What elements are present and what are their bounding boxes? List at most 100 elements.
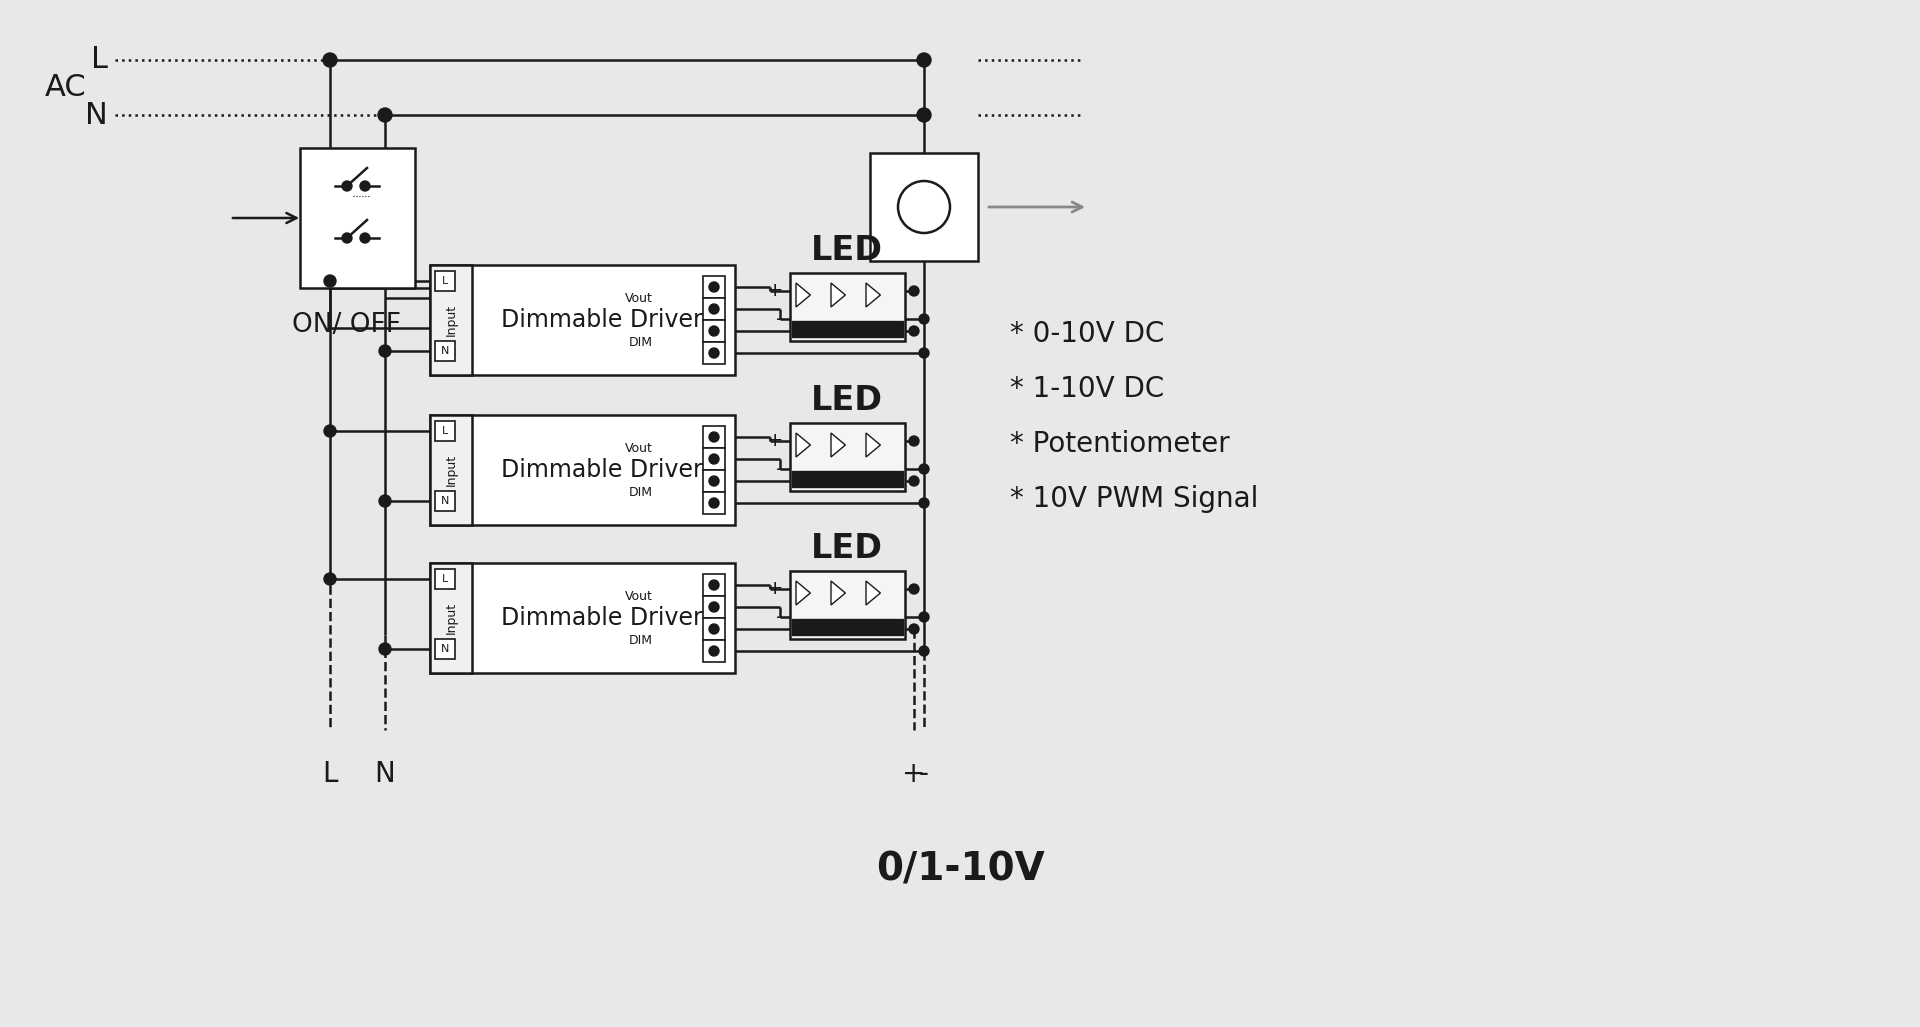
Polygon shape — [797, 581, 810, 605]
Text: DIM: DIM — [630, 486, 653, 498]
Circle shape — [908, 436, 920, 446]
Circle shape — [324, 275, 336, 287]
Text: -: - — [712, 645, 716, 657]
Circle shape — [920, 646, 929, 656]
Text: +: + — [708, 280, 720, 294]
Text: N: N — [442, 496, 449, 506]
Bar — [430, 415, 735, 525]
Text: N: N — [84, 101, 108, 129]
Circle shape — [378, 643, 392, 655]
Circle shape — [908, 326, 920, 336]
Text: Input: Input — [445, 454, 457, 486]
Text: +: + — [766, 281, 783, 301]
Text: Vout: Vout — [626, 589, 653, 603]
Circle shape — [908, 584, 920, 594]
Text: Dimmable Driver: Dimmable Driver — [501, 308, 703, 332]
Bar — [436, 271, 455, 291]
Polygon shape — [831, 283, 845, 307]
Text: +: + — [708, 622, 720, 636]
Circle shape — [920, 612, 929, 622]
Circle shape — [708, 580, 718, 589]
Circle shape — [708, 646, 718, 656]
Bar — [436, 341, 455, 362]
Bar — [703, 320, 726, 342]
Text: L: L — [323, 760, 338, 788]
Text: Vout: Vout — [626, 442, 653, 455]
Bar — [430, 563, 735, 673]
Bar — [436, 491, 455, 511]
Circle shape — [378, 108, 392, 122]
Text: +: + — [708, 474, 720, 488]
Bar — [870, 153, 977, 261]
Bar — [430, 265, 735, 375]
Bar — [300, 148, 415, 288]
Circle shape — [708, 454, 718, 464]
Bar — [436, 639, 455, 659]
Text: * Potentiometer: * Potentiometer — [1010, 430, 1229, 458]
Circle shape — [708, 602, 718, 612]
Bar — [791, 321, 902, 337]
Text: -: - — [776, 459, 783, 479]
Text: LED: LED — [810, 234, 883, 267]
Bar — [430, 415, 472, 525]
Bar — [703, 574, 726, 596]
Circle shape — [908, 624, 920, 634]
Polygon shape — [797, 433, 810, 457]
Text: +: + — [766, 431, 783, 451]
Text: L: L — [442, 276, 447, 286]
Circle shape — [920, 348, 929, 358]
Text: +: + — [766, 579, 783, 599]
Circle shape — [708, 282, 718, 292]
Bar — [789, 273, 904, 341]
Polygon shape — [866, 581, 881, 605]
Text: -: - — [712, 496, 716, 509]
Bar — [703, 276, 726, 298]
Text: Vout: Vout — [626, 292, 653, 304]
Circle shape — [361, 233, 371, 243]
Text: N: N — [442, 644, 449, 654]
Text: LED: LED — [810, 532, 883, 565]
Text: +: + — [708, 578, 720, 592]
Text: N: N — [374, 760, 396, 788]
Bar — [791, 471, 902, 487]
Circle shape — [708, 432, 718, 442]
Circle shape — [920, 464, 929, 474]
Circle shape — [920, 498, 929, 508]
Bar — [789, 571, 904, 639]
Text: * 10V PWM Signal: * 10V PWM Signal — [1010, 485, 1258, 514]
Polygon shape — [866, 433, 881, 457]
Bar — [791, 619, 902, 635]
Circle shape — [708, 304, 718, 314]
Circle shape — [708, 624, 718, 634]
Polygon shape — [797, 283, 810, 307]
Text: -: - — [712, 601, 716, 613]
Bar — [789, 423, 904, 491]
Circle shape — [378, 495, 392, 507]
Circle shape — [908, 286, 920, 296]
Text: DIM: DIM — [630, 634, 653, 647]
Circle shape — [708, 348, 718, 358]
Bar — [703, 618, 726, 640]
Text: Dimmable Driver: Dimmable Driver — [501, 458, 703, 482]
Bar — [430, 563, 472, 673]
Circle shape — [342, 233, 351, 243]
Circle shape — [708, 498, 718, 508]
Text: +: + — [902, 760, 925, 788]
Text: -: - — [776, 309, 783, 329]
Text: Dimmable Driver: Dimmable Driver — [501, 606, 703, 630]
Text: AC: AC — [44, 73, 86, 102]
Text: 0/1-10V: 0/1-10V — [876, 851, 1044, 889]
Text: L: L — [442, 574, 447, 584]
Text: -: - — [712, 303, 716, 315]
Text: L: L — [90, 45, 108, 75]
Bar — [703, 492, 726, 514]
Text: DIM: DIM — [630, 336, 653, 348]
Circle shape — [323, 53, 338, 67]
Circle shape — [361, 181, 371, 191]
Bar — [436, 421, 455, 441]
Circle shape — [378, 345, 392, 357]
Text: N: N — [442, 346, 449, 356]
Circle shape — [899, 181, 950, 233]
Text: +: + — [708, 325, 720, 338]
Text: -: - — [712, 453, 716, 465]
